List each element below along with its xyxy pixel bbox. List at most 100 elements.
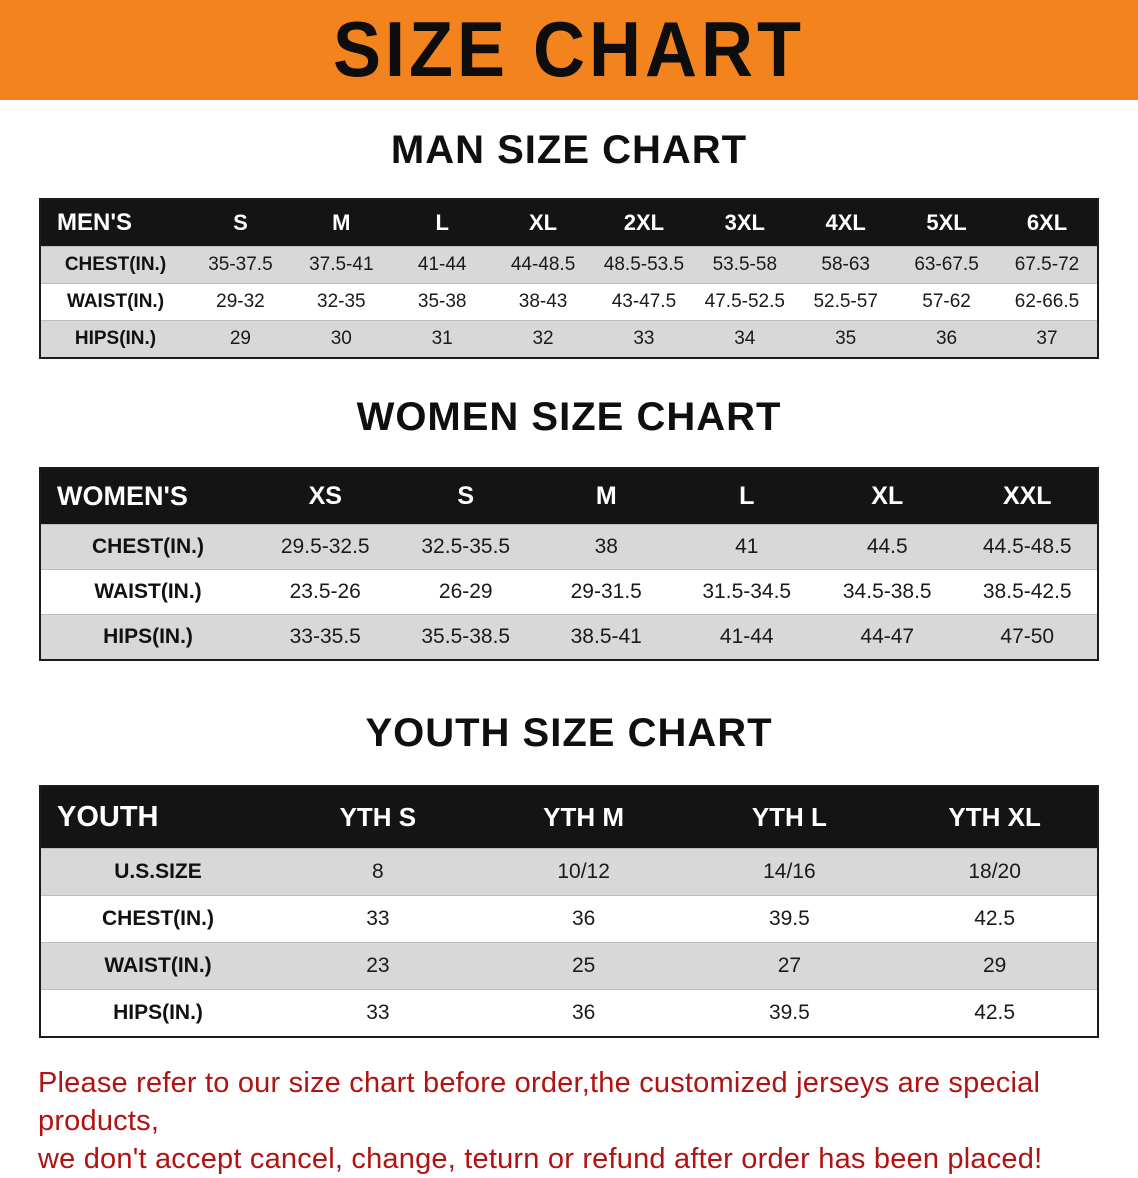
- table-row: CHEST(IN.) 29.5-32.5 32.5-35.5 38 41 44.…: [40, 524, 1098, 570]
- size-value: 32-35: [317, 291, 366, 312]
- size-value: 36: [571, 1001, 596, 1024]
- size-chart-banner: SIZE CHART: [0, 0, 1138, 100]
- row-label: CHEST(IN.): [64, 254, 167, 275]
- size-value: 44-48.5: [510, 254, 576, 275]
- table-header-cell: S: [457, 482, 475, 510]
- table-header-cell: XXL: [1002, 482, 1052, 510]
- table-header-cell: YTH L: [751, 802, 827, 832]
- size-value: 63-67.5: [914, 254, 979, 275]
- size-value: 36: [935, 328, 958, 349]
- table-row: HIPS(IN.) 33 36 39.5 42.5: [40, 989, 1098, 1037]
- size-value: 38-43: [518, 291, 568, 312]
- table-header-cell: YOUTH: [57, 801, 159, 833]
- size-value: 34.5-38.5: [842, 580, 932, 603]
- row-label: HIPS(IN.): [113, 1001, 203, 1024]
- size-value: 36: [571, 907, 596, 930]
- disclaimer-text: Please refer to our size chart before or…: [38, 1064, 1100, 1178]
- size-value: 29: [982, 954, 1007, 977]
- table-row: HIPS(IN.) 33-35.5 35.5-38.5 38.5-41 41-4…: [40, 614, 1098, 660]
- size-value: 58-63: [821, 254, 870, 275]
- size-value: 41: [735, 535, 759, 558]
- women-section-heading: WOMEN SIZE CHART: [356, 395, 782, 439]
- size-value: 30: [330, 328, 352, 349]
- men-table-header-row: MEN'S S M L XL 2XL 3XL 4XL 5XL 6XL: [40, 199, 1098, 247]
- size-value: 38: [594, 535, 618, 558]
- size-value: 35.5-38.5: [421, 625, 511, 648]
- size-value: 29.5-32.5: [280, 535, 370, 558]
- disclaimer-line-1: Please refer to our size chart before or…: [38, 1067, 1041, 1137]
- men-size-table: MEN'S S M L XL 2XL 3XL 4XL 5XL 6XL CHEST…: [39, 198, 1099, 359]
- row-label: WAIST(IN.): [66, 291, 165, 312]
- size-value: 32: [532, 328, 554, 349]
- size-value: 35-38: [417, 291, 467, 312]
- page-title: SIZE CHART: [333, 6, 805, 94]
- table-header-cell: L: [739, 482, 755, 510]
- size-value: 47-50: [1000, 625, 1055, 648]
- size-value: 67.5-72: [1014, 254, 1080, 275]
- size-value: 62-66.5: [1014, 291, 1080, 312]
- size-value: 35-37.5: [208, 254, 273, 275]
- size-value: 10/12: [557, 860, 610, 883]
- size-value: 41-44: [417, 254, 467, 275]
- row-label: HIPS(IN.): [103, 625, 193, 648]
- table-header-cell: 2XL: [623, 210, 665, 235]
- size-value: 33: [366, 1001, 390, 1024]
- size-value: 38.5-41: [570, 625, 642, 648]
- size-value: 31: [431, 328, 453, 349]
- men-section-heading: MAN SIZE CHART: [390, 128, 748, 172]
- size-value: 31.5-34.5: [702, 580, 792, 603]
- size-value: 14/16: [763, 860, 816, 883]
- size-value: 23: [366, 954, 390, 977]
- size-value: 37.5-41: [309, 254, 374, 275]
- size-value: 25: [571, 954, 596, 977]
- table-row: WAIST(IN.) 23.5-26 26-29 29-31.5 31.5-34…: [40, 569, 1098, 615]
- size-value: 39.5: [768, 1001, 810, 1024]
- row-label: CHEST(IN.): [92, 535, 204, 558]
- table-header-cell: MEN'S: [57, 209, 133, 236]
- size-value: 44.5: [866, 535, 908, 558]
- women-size-table: WOMEN'S XS S M L XL XXL CHEST(IN.) 29.5-…: [39, 467, 1099, 661]
- size-value: 43-47.5: [611, 291, 677, 312]
- table-header-cell: L: [435, 210, 449, 235]
- row-label: WAIST(IN.): [104, 954, 212, 977]
- size-value: 32.5-35.5: [421, 535, 511, 558]
- size-value: 29-32: [216, 291, 265, 312]
- size-value: 57-62: [922, 291, 971, 312]
- table-header-cell: XS: [308, 482, 342, 510]
- row-label: CHEST(IN.): [102, 907, 214, 930]
- size-value: 39.5: [768, 907, 810, 930]
- size-value: 33-35.5: [289, 625, 361, 648]
- size-value: 42.5: [974, 907, 1016, 930]
- disclaimer-line-2: we don't accept cancel, change, teturn o…: [38, 1143, 1043, 1175]
- table-header-cell: 5XL: [926, 210, 967, 235]
- size-value: 33: [633, 328, 655, 349]
- size-value: 41-44: [719, 625, 774, 648]
- table-header-cell: 3XL: [724, 210, 765, 235]
- size-value: 44-47: [860, 625, 915, 648]
- size-value: 34: [734, 328, 756, 349]
- table-header-cell: M: [332, 210, 351, 235]
- size-value: 48.5-53.5: [603, 254, 685, 275]
- size-value: 52.5-57: [813, 291, 878, 312]
- table-header-cell: S: [233, 210, 248, 235]
- size-value: 42.5: [974, 1001, 1016, 1024]
- row-label: U.S.SIZE: [114, 860, 202, 883]
- table-row: WAIST(IN.) 23 25 27 29: [40, 942, 1098, 990]
- row-label: HIPS(IN.): [74, 328, 157, 349]
- table-header-cell: YTH XL: [948, 802, 1041, 832]
- size-value: 18/20: [968, 860, 1021, 883]
- table-header-cell: YTH S: [339, 802, 417, 832]
- size-value: 37: [1036, 328, 1058, 349]
- table-row: U.S.SIZE 8 10/12 14/16 18/20: [40, 848, 1098, 896]
- table-header-cell: XL: [529, 210, 558, 235]
- size-value: 23.5-26: [289, 580, 361, 603]
- table-header-cell: M: [595, 482, 617, 510]
- size-value: 29-31.5: [570, 580, 642, 603]
- table-header-cell: YTH M: [543, 802, 625, 832]
- size-value: 26-29: [438, 580, 493, 603]
- table-row: HIPS(IN.) 29 30 31 32 33 34 35 36 37: [40, 320, 1098, 358]
- youth-section-heading: YOUTH SIZE CHART: [365, 711, 773, 755]
- size-value: 53.5-58: [712, 254, 778, 275]
- table-row: CHEST(IN.) 33 36 39.5 42.5: [40, 895, 1098, 943]
- size-value: 38.5-42.5: [982, 580, 1072, 603]
